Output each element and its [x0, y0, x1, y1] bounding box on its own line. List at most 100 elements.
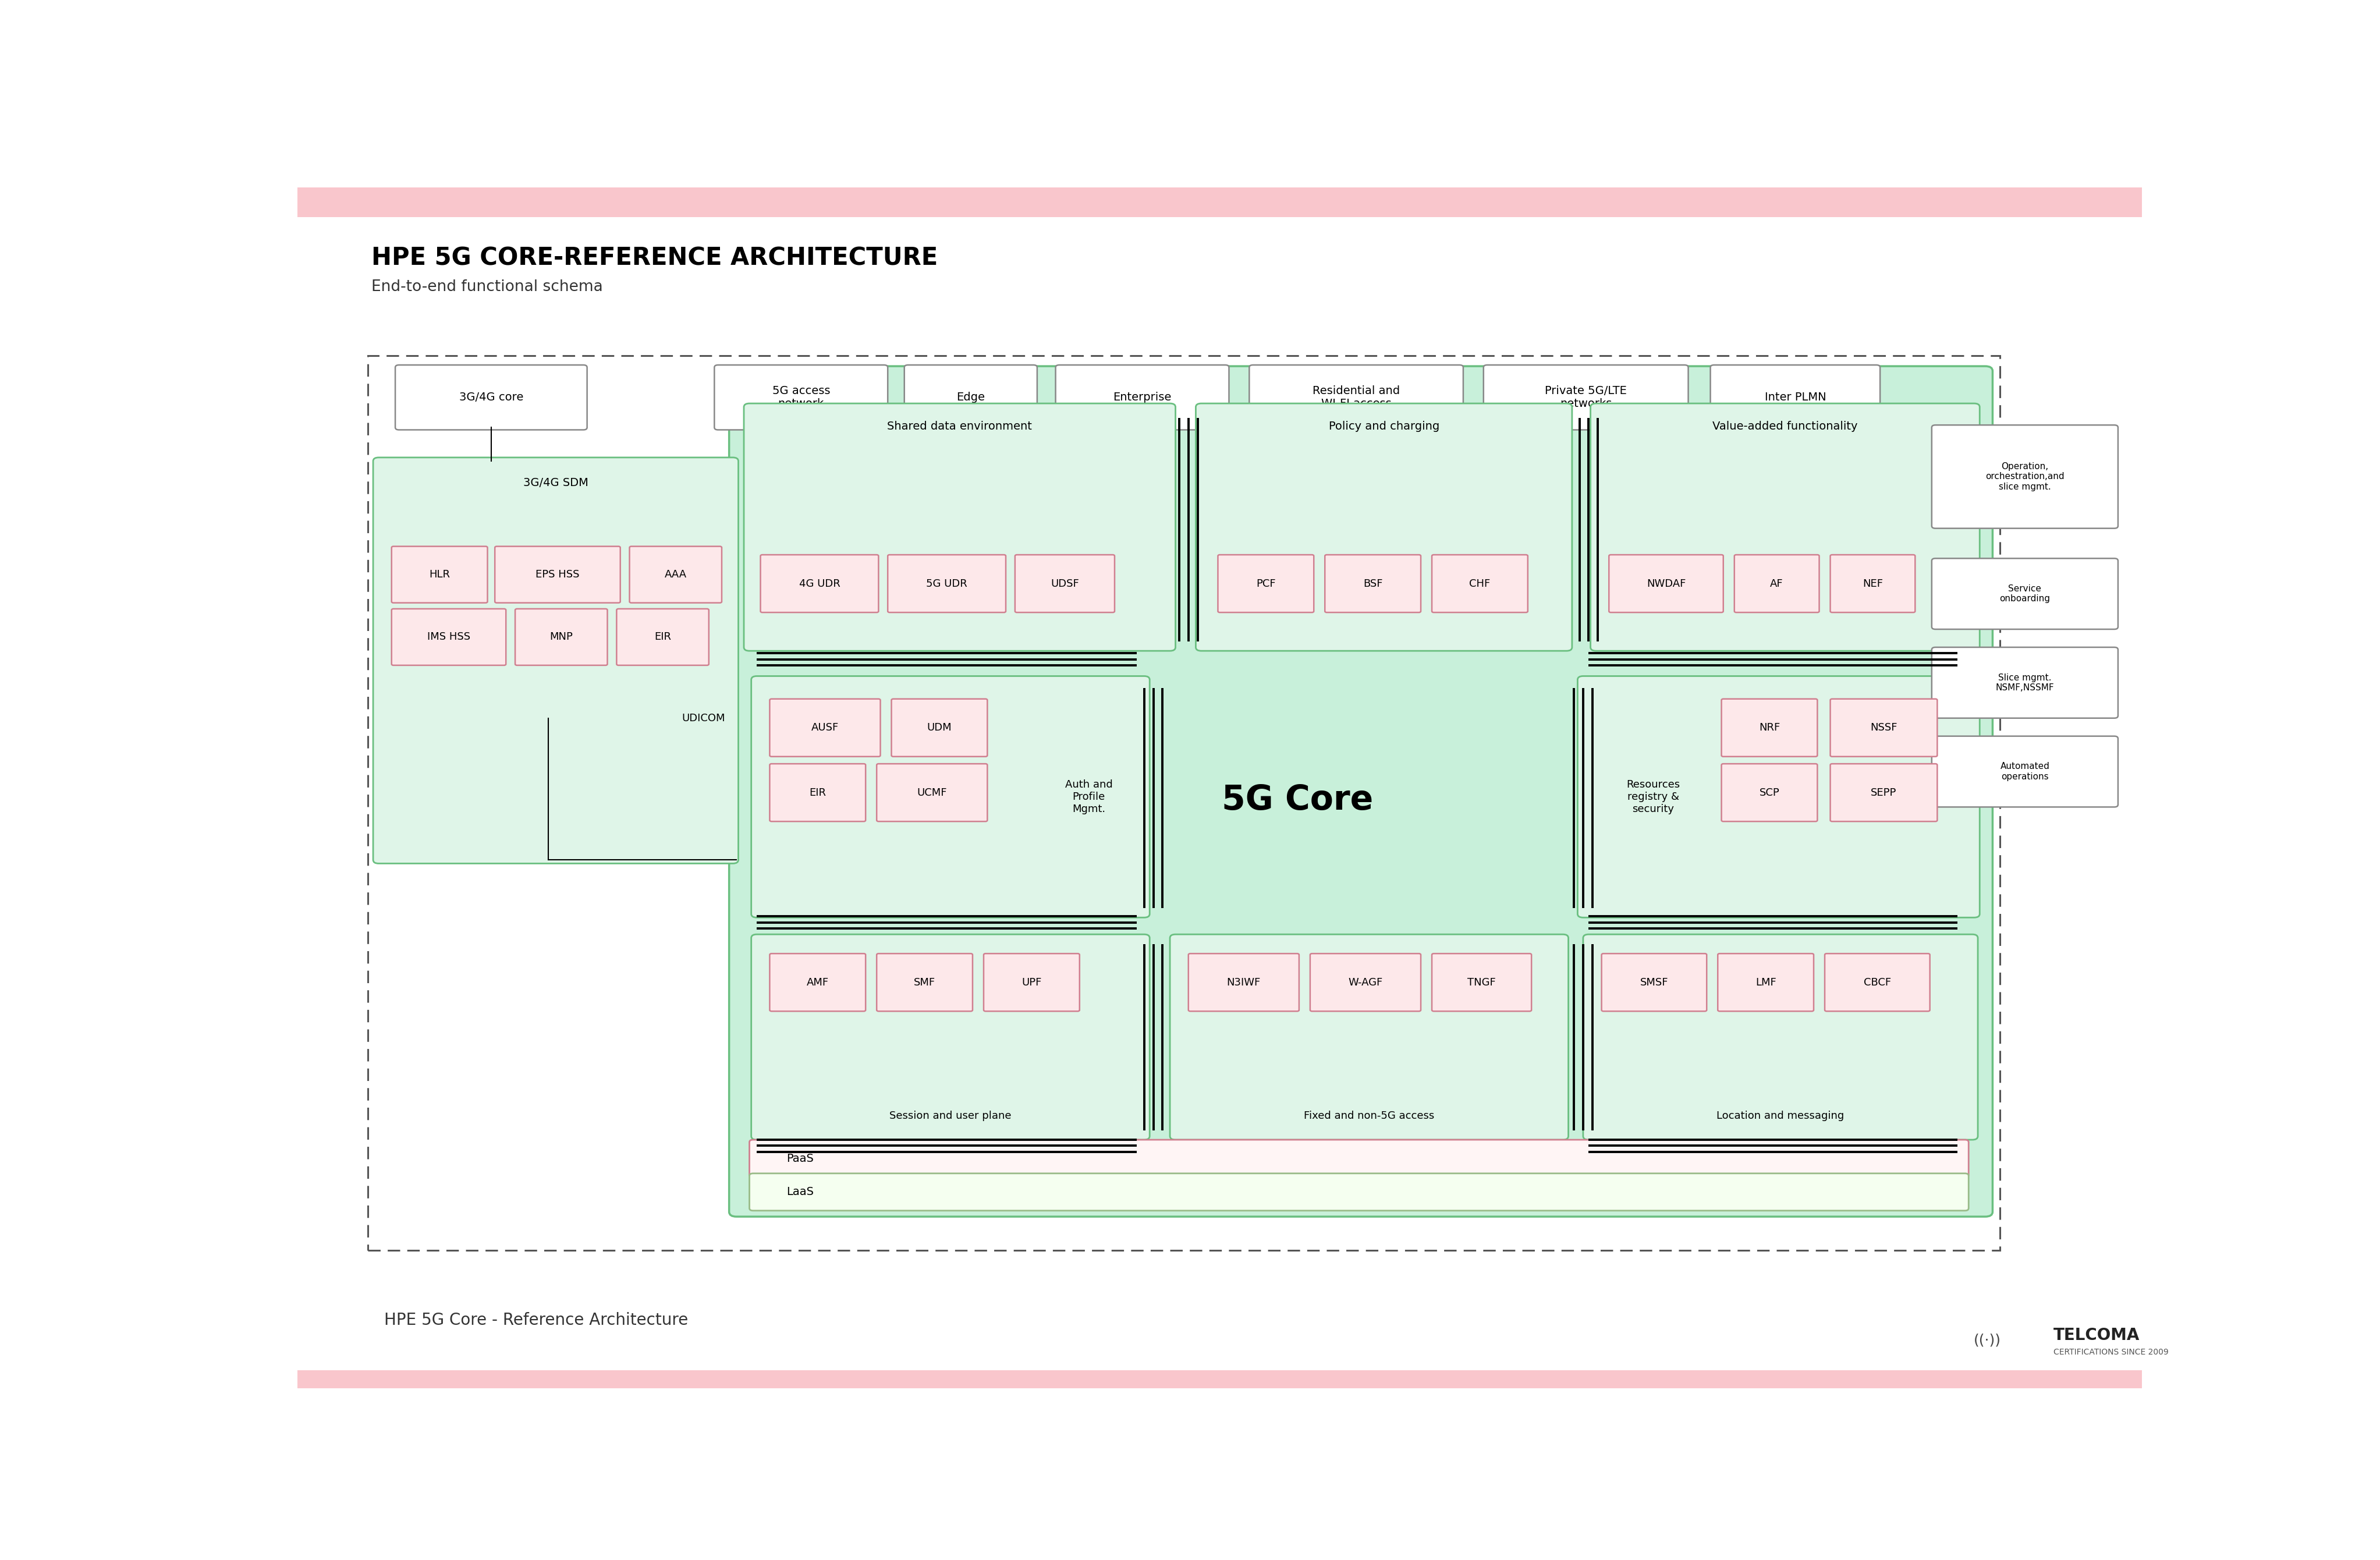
FancyBboxPatch shape [1609, 555, 1723, 613]
Text: ((·)): ((·)) [1973, 1334, 2002, 1348]
Text: SMSF: SMSF [1640, 977, 1668, 987]
FancyBboxPatch shape [1830, 764, 1937, 822]
Text: End-to-end functional schema: End-to-end functional schema [371, 279, 602, 295]
Text: SEPP: SEPP [1871, 788, 1897, 797]
FancyBboxPatch shape [1933, 558, 2118, 629]
FancyBboxPatch shape [1219, 555, 1314, 613]
Text: W-AGF: W-AGF [1347, 977, 1383, 987]
Text: AMF: AMF [807, 977, 828, 987]
FancyBboxPatch shape [1433, 555, 1528, 613]
Text: Enterprise: Enterprise [1114, 392, 1171, 402]
FancyBboxPatch shape [395, 365, 588, 431]
Text: EIR: EIR [809, 788, 826, 797]
Text: CHF: CHF [1468, 579, 1490, 588]
FancyBboxPatch shape [1326, 555, 1421, 613]
FancyBboxPatch shape [1933, 424, 2118, 529]
FancyBboxPatch shape [1590, 404, 1980, 651]
FancyBboxPatch shape [769, 764, 866, 822]
FancyBboxPatch shape [628, 546, 721, 602]
Bar [367, 356, 1999, 1250]
FancyBboxPatch shape [888, 555, 1007, 613]
Text: NWDAF: NWDAF [1647, 579, 1685, 588]
FancyBboxPatch shape [762, 555, 878, 613]
FancyBboxPatch shape [514, 608, 607, 665]
FancyBboxPatch shape [750, 1173, 1968, 1211]
Text: Shared data environment: Shared data environment [888, 421, 1033, 432]
FancyBboxPatch shape [1721, 699, 1818, 757]
Text: MNP: MNP [550, 632, 574, 643]
FancyBboxPatch shape [1057, 365, 1228, 431]
FancyBboxPatch shape [1250, 365, 1464, 431]
FancyBboxPatch shape [495, 546, 621, 602]
FancyBboxPatch shape [752, 934, 1150, 1140]
Text: Session and user plane: Session and user plane [890, 1111, 1012, 1122]
Text: Operation,
orchestration,and
slice mgmt.: Operation, orchestration,and slice mgmt. [1985, 462, 2063, 491]
FancyBboxPatch shape [1583, 934, 1978, 1140]
Text: N3IWF: N3IWF [1226, 977, 1261, 987]
FancyBboxPatch shape [714, 365, 888, 431]
Text: UDSF: UDSF [1050, 579, 1078, 588]
Text: AAA: AAA [664, 569, 688, 580]
Text: PCF: PCF [1257, 579, 1276, 588]
Text: 5G UDR: 5G UDR [926, 579, 966, 588]
FancyBboxPatch shape [904, 365, 1038, 431]
Text: Resources
registry &
security: Resources registry & security [1626, 780, 1680, 814]
Text: EPS HSS: EPS HSS [536, 569, 581, 580]
FancyBboxPatch shape [1578, 675, 1980, 917]
Text: LaaS: LaaS [785, 1187, 814, 1198]
FancyBboxPatch shape [393, 546, 488, 602]
Text: NSSF: NSSF [1871, 722, 1897, 733]
FancyBboxPatch shape [769, 699, 881, 757]
Text: Value-added functionality: Value-added functionality [1714, 421, 1859, 432]
Text: SCP: SCP [1759, 788, 1780, 797]
FancyBboxPatch shape [1014, 555, 1114, 613]
Text: SMF: SMF [914, 977, 935, 987]
FancyBboxPatch shape [374, 457, 738, 864]
Bar [298, 187, 2142, 217]
Text: Slice mgmt.
NSMF,NSSMF: Slice mgmt. NSMF,NSSMF [1994, 674, 2054, 693]
Text: HPE 5G CORE-REFERENCE ARCHITECTURE: HPE 5G CORE-REFERENCE ARCHITECTURE [371, 246, 938, 270]
Text: UPF: UPF [1021, 977, 1042, 987]
Text: CBCF: CBCF [1864, 977, 1892, 987]
Text: TNGF: TNGF [1468, 977, 1497, 987]
FancyBboxPatch shape [1483, 365, 1687, 431]
FancyBboxPatch shape [1721, 764, 1818, 822]
Text: AF: AF [1771, 579, 1783, 588]
Text: UDICOM: UDICOM [683, 713, 726, 724]
FancyBboxPatch shape [1309, 953, 1421, 1011]
FancyBboxPatch shape [1602, 953, 1706, 1011]
FancyBboxPatch shape [616, 608, 709, 665]
FancyBboxPatch shape [1933, 736, 2118, 807]
Text: HLR: HLR [428, 569, 450, 580]
FancyBboxPatch shape [1188, 953, 1299, 1011]
FancyBboxPatch shape [1195, 404, 1573, 651]
Text: UDM: UDM [926, 722, 952, 733]
Text: Policy and charging: Policy and charging [1328, 421, 1440, 432]
Text: 3G/4G SDM: 3G/4G SDM [524, 477, 588, 488]
Text: NRF: NRF [1759, 722, 1780, 733]
Text: IMS HSS: IMS HSS [426, 632, 471, 643]
FancyBboxPatch shape [769, 953, 866, 1011]
Text: 5G Core: 5G Core [1221, 783, 1373, 816]
Text: 5G access
network: 5G access network [771, 385, 831, 409]
FancyBboxPatch shape [752, 675, 1150, 917]
Bar [298, 1370, 2142, 1388]
FancyBboxPatch shape [393, 608, 507, 665]
Text: HPE 5G Core - Reference Architecture: HPE 5G Core - Reference Architecture [383, 1312, 688, 1328]
FancyBboxPatch shape [892, 699, 988, 757]
Text: LMF: LMF [1756, 977, 1775, 987]
FancyBboxPatch shape [728, 367, 1992, 1217]
FancyBboxPatch shape [1433, 953, 1530, 1011]
Text: Residential and
WI-FI access: Residential and WI-FI access [1311, 385, 1399, 409]
Text: Fixed and non-5G access: Fixed and non-5G access [1304, 1111, 1435, 1122]
FancyBboxPatch shape [1718, 953, 1814, 1011]
FancyBboxPatch shape [1735, 555, 1818, 613]
Text: UCMF: UCMF [916, 788, 947, 797]
FancyBboxPatch shape [1711, 365, 1880, 431]
FancyBboxPatch shape [983, 953, 1081, 1011]
FancyBboxPatch shape [1933, 647, 2118, 718]
Text: 4G UDR: 4G UDR [800, 579, 840, 588]
FancyBboxPatch shape [1171, 934, 1568, 1140]
Text: NEF: NEF [1864, 579, 1883, 588]
FancyBboxPatch shape [745, 404, 1176, 651]
